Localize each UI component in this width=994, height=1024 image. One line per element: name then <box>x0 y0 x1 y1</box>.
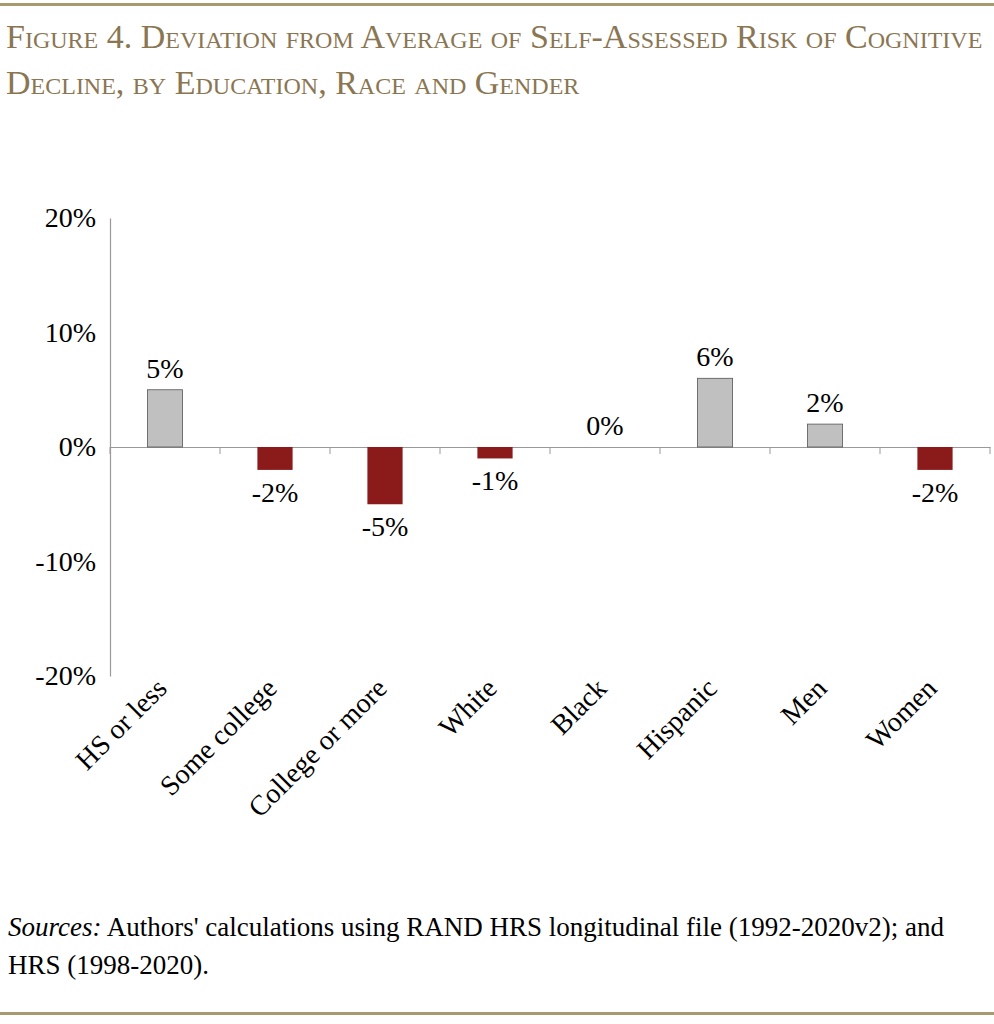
category-separator <box>550 447 551 454</box>
y-tick-label: -10% <box>35 546 96 577</box>
x-tick-label: Women <box>860 672 943 755</box>
x-tick: HS or less <box>69 447 172 776</box>
data-label: -2% <box>912 477 959 508</box>
x-tick: Men <box>775 447 833 731</box>
x-tick-label: HS or less <box>69 672 172 775</box>
category-separator <box>330 447 331 454</box>
chart: -20% -10% 0% 10% 20% HS or lessSome collegeCo… <box>0 190 994 900</box>
y-tick: 10% <box>45 317 110 348</box>
x-tick-label: White <box>432 672 502 742</box>
x-tick: Hispanic <box>630 447 722 765</box>
category-separator <box>990 447 991 454</box>
y-tick-label: 10% <box>45 317 96 348</box>
x-tick-label: Black <box>545 672 613 740</box>
data-label: -5% <box>362 511 409 542</box>
bar <box>477 447 512 458</box>
bottom-rule <box>0 1012 994 1015</box>
category-separator <box>880 447 881 454</box>
bar <box>807 424 842 447</box>
bar <box>147 390 182 447</box>
y-tick: -10% <box>35 546 110 577</box>
data-labels: 5% -2% -5% -1% 0% 6% 2% -2% <box>146 341 958 542</box>
y-tick: -20% <box>35 660 110 691</box>
category-separator <box>110 447 111 454</box>
category-separator <box>220 447 221 454</box>
y-tick-label: 0% <box>59 431 96 462</box>
x-tick-label: College or more <box>242 672 393 823</box>
data-label: 5% <box>146 353 183 384</box>
data-label: -1% <box>472 465 519 496</box>
bar <box>587 447 622 448</box>
data-label: 0% <box>586 410 623 441</box>
bar <box>257 447 292 470</box>
source: Sources: Authors' calculations using RAN… <box>8 908 983 984</box>
bar <box>367 447 402 504</box>
y-axis: -20% -10% 0% 10% 20% <box>35 202 110 691</box>
x-axis: HS or lessSome collegeCollege or moreWhi… <box>69 447 990 823</box>
category-separator <box>660 447 661 454</box>
data-label: 2% <box>806 387 843 418</box>
title: Figure 4. Deviation from Average of Self… <box>6 14 990 106</box>
bar <box>697 378 732 447</box>
top-rule <box>0 3 994 6</box>
data-label: 6% <box>696 341 733 372</box>
y-tick: 0% <box>59 431 110 462</box>
category-separator <box>440 447 441 454</box>
y-tick-label: -20% <box>35 660 96 691</box>
source-label: Sources: <box>8 912 101 942</box>
x-tick: Black <box>545 447 613 740</box>
y-tick: 20% <box>45 202 110 233</box>
source-text: Authors' calculations using RAND HRS lon… <box>8 912 944 980</box>
category-separators <box>110 447 990 454</box>
category-separator <box>770 447 771 454</box>
data-label: -2% <box>252 477 299 508</box>
space <box>101 912 106 942</box>
bar <box>917 447 952 470</box>
x-tick-label: Hispanic <box>630 672 722 764</box>
x-tick-label: Men <box>775 672 833 730</box>
y-tick-label: 20% <box>45 202 96 233</box>
